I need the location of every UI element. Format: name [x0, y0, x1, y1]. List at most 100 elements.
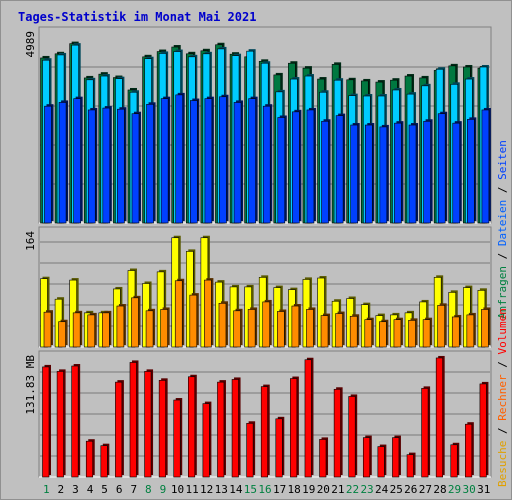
bar-seiten-day-1 [44, 105, 52, 224]
day-label-31: 31 [477, 483, 490, 496]
bar-seiten-day-21 [335, 115, 344, 224]
legend-hits-files-pages: Anfragen / Dateien / Seiten [496, 140, 509, 319]
bar-rechner-day-1 [43, 311, 52, 348]
legend-visits-sites-volume-part-2: Rechner [496, 374, 509, 421]
bar-seiten-day-16 [262, 105, 271, 224]
bar-volumen-day-21 [333, 388, 341, 478]
day-label-9: 9 [160, 483, 167, 496]
bar-seiten-day-30 [467, 119, 475, 224]
day-label-1: 1 [43, 483, 50, 496]
bar-volumen-day-18 [290, 378, 298, 478]
day-label-15: 15 [244, 483, 257, 496]
day-label-3: 3 [72, 483, 79, 496]
chart-title: Tages-Statistik im Monat Mai 2021 [18, 10, 257, 24]
day-label-14: 14 [229, 483, 243, 496]
day-label-5: 5 [101, 483, 108, 496]
bar-seiten-day-24 [379, 126, 388, 224]
bar-volumen-day-19 [304, 359, 312, 478]
panel-volume-max-label: 131.83 MB [24, 355, 37, 415]
bar-rechner-day-17 [276, 311, 285, 348]
legend-hits-files-pages-part-2: Dateien [496, 200, 509, 246]
day-label-25: 25 [390, 483, 403, 496]
bar-rechner-day-7 [131, 297, 139, 348]
bar-seiten-day-7 [131, 113, 140, 224]
bar-rechner-day-5 [102, 312, 110, 348]
bar-seiten-day-18 [292, 111, 300, 224]
day-label-30: 30 [463, 483, 476, 496]
bar-rechner-day-14 [233, 310, 241, 348]
bar-volumen-day-13 [217, 381, 225, 478]
bar-volumen-day-7 [129, 362, 137, 478]
bar-seiten-day-23 [364, 124, 373, 224]
bar-volumen-day-25 [392, 437, 400, 478]
legend-visits-sites-volume-part-1: / [496, 421, 509, 441]
day-label-16: 16 [258, 483, 271, 496]
bar-seiten-day-25 [394, 122, 402, 224]
bar-volumen-day-20 [319, 439, 327, 478]
bar-rechner-day-10 [174, 280, 183, 348]
bar-rechner-day-20 [320, 315, 329, 348]
bar-rechner-day-30 [466, 314, 475, 348]
bar-rechner-day-3 [72, 312, 81, 348]
bar-volumen-day-24 [377, 446, 385, 478]
bar-volumen-day-9 [158, 380, 166, 478]
legend-hits-files-pages-part-3: / [496, 180, 509, 200]
legend-visits-sites-volume: Besuche / Rechner / Volumen [496, 308, 509, 487]
bar-volumen-day-2 [56, 371, 64, 478]
bar-rechner-day-18 [291, 305, 300, 348]
bar-rechner-day-28 [437, 305, 445, 348]
bar-seiten-day-3 [73, 98, 81, 224]
bar-volumen-day-29 [450, 444, 458, 478]
bar-volumen-day-5 [100, 445, 108, 478]
bar-volumen-day-4 [85, 440, 94, 478]
bar-rechner-day-15 [247, 309, 256, 348]
legend-hits-files-pages-part-0: Anfragen [496, 266, 509, 319]
bar-rechner-day-31 [481, 309, 489, 348]
bar-seiten-day-6 [117, 108, 125, 224]
bar-rechner-day-24 [379, 321, 387, 348]
bar-seiten-day-5 [102, 107, 111, 224]
bar-seiten-day-27 [423, 120, 431, 224]
bar-rechner-day-25 [393, 319, 402, 348]
day-label-7: 7 [130, 483, 137, 496]
bar-seiten-day-31 [481, 109, 490, 224]
bar-seiten-day-20 [321, 120, 329, 224]
bar-seiten-day-13 [219, 96, 227, 224]
day-label-2: 2 [58, 483, 65, 496]
day-label-6: 6 [116, 483, 123, 496]
bar-seiten-day-28 [437, 113, 446, 224]
bar-rechner-day-16 [262, 301, 271, 348]
bar-volumen-day-1 [42, 366, 50, 478]
bar-seiten-day-2 [58, 102, 67, 224]
bar-seiten-day-29 [452, 122, 461, 224]
legend-visits-sites-volume-part-4: Volumen [496, 308, 509, 354]
bar-seiten-day-4 [87, 109, 96, 224]
bar-volumen-day-16 [260, 386, 269, 478]
bar-seiten-day-15 [248, 98, 256, 224]
bar-seiten-day-17 [277, 117, 286, 224]
bar-rechner-day-11 [189, 294, 198, 348]
day-label-24: 24 [375, 483, 389, 496]
panel-hits-max-label: 4989 [24, 31, 37, 58]
day-label-29: 29 [448, 483, 461, 496]
bar-volumen-day-23 [362, 437, 371, 478]
day-label-22: 22 [346, 483, 359, 496]
day-label-27: 27 [419, 483, 432, 496]
bar-volumen-day-6 [115, 381, 123, 478]
bar-seiten-day-19 [306, 109, 315, 224]
bar-rechner-day-12 [204, 279, 212, 348]
bar-volumen-day-12 [202, 403, 210, 478]
day-label-13: 13 [215, 483, 228, 496]
day-label-12: 12 [200, 483, 213, 496]
bar-seiten-day-11 [190, 100, 198, 224]
bar-seiten-day-12 [204, 98, 213, 224]
bar-volumen-day-11 [188, 376, 196, 478]
bar-volumen-day-27 [421, 388, 429, 478]
legend-hits-files-pages-part-4: Seiten [496, 140, 509, 180]
bar-rechner-day-4 [87, 314, 96, 348]
bar-rechner-day-19 [306, 309, 314, 348]
bar-volumen-day-22 [348, 396, 356, 478]
bar-seiten-day-9 [160, 98, 169, 224]
day-label-20: 20 [317, 483, 330, 496]
day-label-11: 11 [185, 483, 198, 496]
